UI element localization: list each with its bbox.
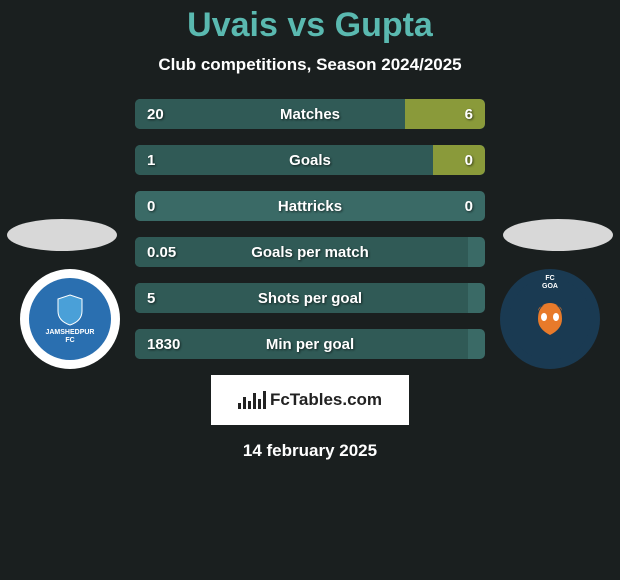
watermark-bar [263, 391, 266, 409]
stat-label: Min per goal [135, 336, 485, 353]
main-area: JAMSHEDPUR FC FC GOA 20Matches61Goals00H… [0, 99, 620, 461]
stat-value-right: 0 [465, 198, 473, 215]
watermark-bar [248, 401, 251, 409]
watermark-bar [258, 399, 261, 409]
stat-value-left: 1830 [147, 336, 180, 353]
player-2-name: Gupta [335, 6, 433, 44]
club-badge-left-inner: JAMSHEDPUR FC [29, 278, 111, 360]
stat-value-right: 0 [465, 152, 473, 169]
club-badge-right: FC GOA [500, 269, 600, 369]
stat-label: Hattricks [135, 198, 485, 215]
goa-icon [528, 297, 572, 341]
stat-row: 5Shots per goal [135, 283, 485, 313]
club-badge-right-inner: FC GOA [509, 278, 591, 360]
vs-text: vs [287, 6, 325, 44]
stat-bars: 20Matches61Goals00Hattricks00.05Goals pe… [135, 99, 485, 359]
shield-icon [55, 293, 85, 327]
club-badge-left: JAMSHEDPUR FC [20, 269, 120, 369]
stat-label: Matches [135, 106, 485, 123]
stat-row: 20Matches6 [135, 99, 485, 129]
date-text: 14 february 2025 [0, 441, 620, 461]
club-badge-right-label: FC GOA [542, 275, 558, 290]
stat-label: Goals per match [135, 244, 485, 261]
watermark-text: FcTables.com [270, 390, 382, 410]
stat-label: Goals [135, 152, 485, 169]
stat-value-left: 5 [147, 290, 155, 307]
player-1-name: Uvais [187, 6, 278, 44]
watermark-bar [253, 393, 256, 409]
page-title: Uvais vs Gupta [0, 6, 620, 45]
stat-value-left: 0.05 [147, 244, 176, 261]
watermark-bar [238, 403, 241, 409]
watermark: FcTables.com [211, 375, 409, 425]
watermark-bar [243, 397, 246, 409]
chart-container: Uvais vs Gupta Club competitions, Season… [0, 0, 620, 580]
bar-chart-icon [238, 391, 266, 409]
stat-value-left: 0 [147, 198, 155, 215]
subtitle: Club competitions, Season 2024/2025 [0, 55, 620, 75]
stat-value-left: 1 [147, 152, 155, 169]
stat-label: Shots per goal [135, 290, 485, 307]
player-slot-left [7, 219, 117, 251]
player-slot-right [503, 219, 613, 251]
stat-row: 0.05Goals per match [135, 237, 485, 267]
stat-row: 0Hattricks0 [135, 191, 485, 221]
stat-row: 1Goals0 [135, 145, 485, 175]
stat-value-right: 6 [465, 106, 473, 123]
stat-value-left: 20 [147, 106, 164, 123]
club-badge-left-label: JAMSHEDPUR FC [45, 329, 94, 344]
stat-row: 1830Min per goal [135, 329, 485, 359]
